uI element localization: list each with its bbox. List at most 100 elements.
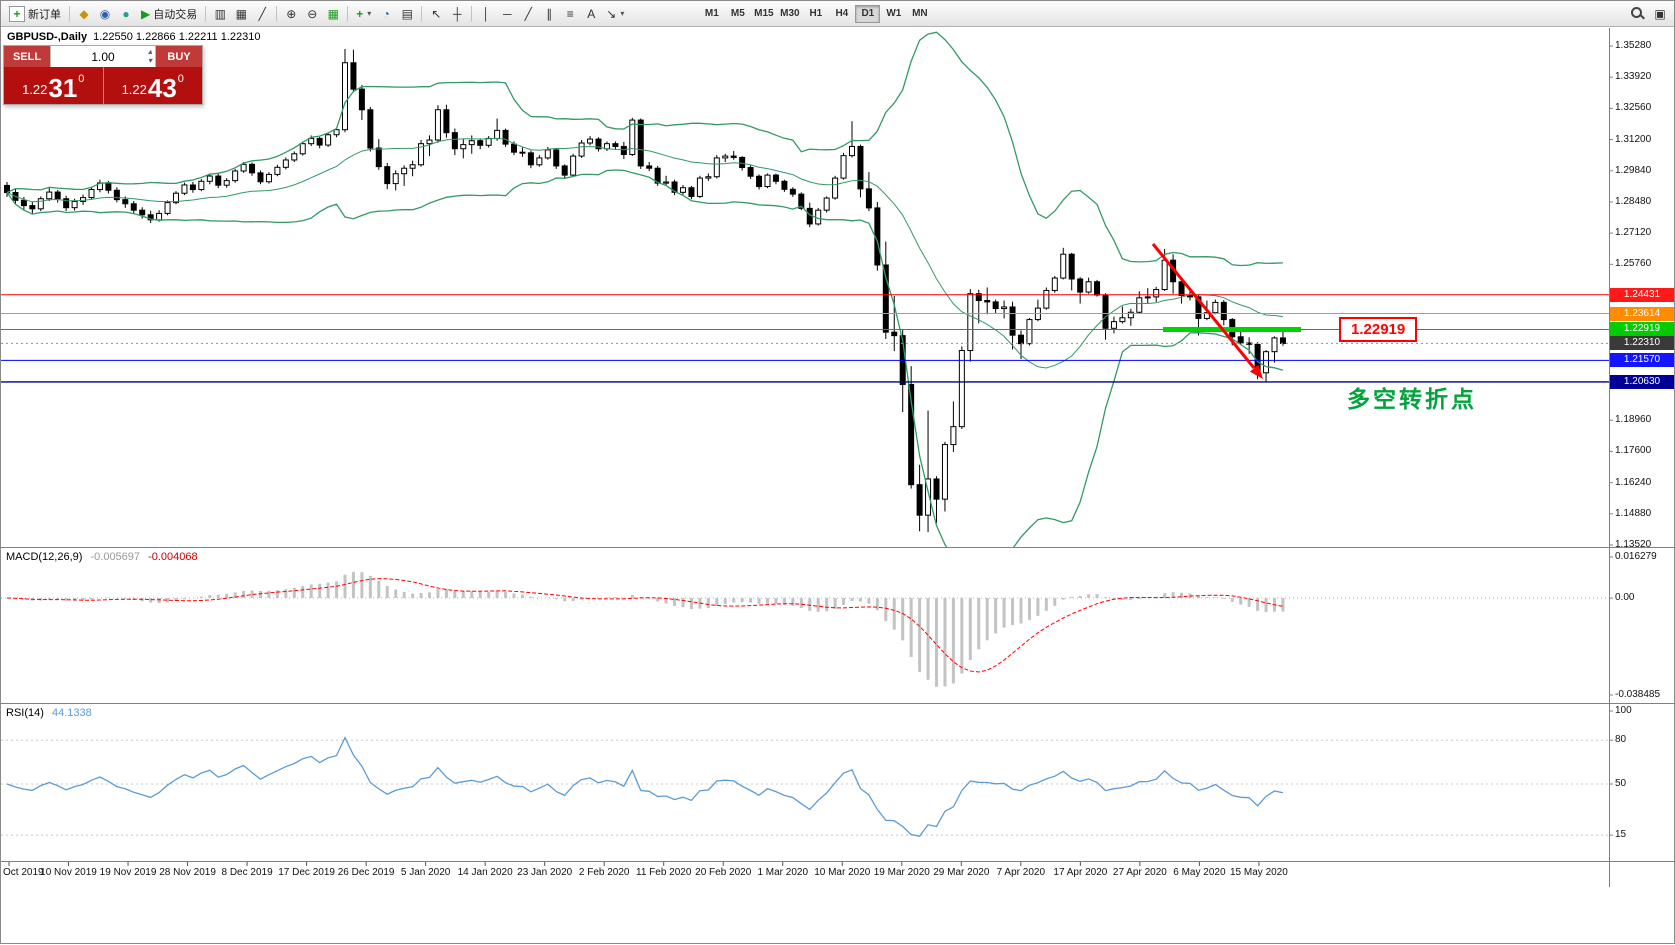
channel-tool-button[interactable]: ∥: [539, 4, 559, 24]
bull-candle: [460, 144, 467, 150]
bear-candle: [113, 189, 120, 201]
macd-name: MACD(12,26,9): [6, 551, 83, 563]
quick-search-button[interactable]: [1626, 4, 1649, 24]
bull-candle: [663, 181, 670, 184]
bull-candle: [88, 189, 95, 199]
bear-candle: [688, 187, 695, 197]
line-chart-button[interactable]: ╱: [252, 4, 272, 24]
bear-candle: [620, 145, 627, 155]
volume-spinner[interactable]: ▴ ▾: [148, 47, 152, 65]
timeframe-d1-button[interactable]: D1: [855, 4, 881, 23]
bear-candle: [798, 193, 805, 209]
bull-candle: [291, 153, 298, 161]
toolbar-separator: [471, 5, 473, 22]
text-tool-button[interactable]: A: [581, 4, 601, 24]
zoom-in-button[interactable]: ⊕: [281, 4, 301, 24]
navigator-button[interactable]: ●: [116, 4, 136, 24]
trend-note[interactable]: 多空转折点: [1347, 386, 1477, 412]
bear-candle: [189, 184, 196, 191]
buy-price[interactable]: 1.22 43 0: [104, 67, 203, 104]
bear-candle: [367, 109, 374, 149]
timeframe-mn-button[interactable]: MN: [907, 5, 932, 23]
bull-candle: [849, 145, 855, 157]
bear-candle: [908, 383, 915, 486]
timeframe-h1-button[interactable]: H1: [803, 5, 828, 23]
timeframe-m1-button[interactable]: M1: [699, 5, 724, 23]
horizontal-line-tool-button[interactable]: ─: [497, 4, 517, 24]
bull-candle: [299, 143, 306, 155]
tile-windows-button[interactable]: ▦: [323, 4, 343, 24]
bollinger-middle-band[interactable]: [6, 137, 1283, 369]
panel-toggle-button[interactable]: ▣: [1650, 4, 1670, 24]
bollinger-lower-band[interactable]: [6, 169, 1284, 562]
zoom-out-button[interactable]: ⊖: [302, 4, 322, 24]
bear-candle: [105, 182, 112, 191]
bull-candle: [536, 157, 543, 166]
bull-candle: [494, 129, 501, 139]
candlestick-chart-button[interactable]: ▦: [231, 4, 251, 24]
timeframe-m5-button[interactable]: M5: [725, 5, 750, 23]
trend-arrow-line[interactable]: [1151, 243, 1256, 369]
data-window-button[interactable]: ◉: [95, 4, 115, 24]
bear-candle: [857, 145, 864, 190]
bear-candle: [865, 188, 872, 209]
bear-candle: [882, 264, 889, 333]
bear-candle: [257, 172, 264, 183]
templates-button[interactable]: ▤: [397, 4, 417, 24]
buy-button[interactable]: BUY: [156, 46, 202, 67]
bull-candle: [37, 198, 44, 210]
sell-price-point: 0: [78, 73, 85, 85]
bull-candle: [325, 134, 332, 146]
bull-candle: [925, 478, 932, 516]
bull-candle: [409, 164, 416, 169]
autotrading-label: 自动交易: [153, 8, 198, 21]
trend-arrow-head[interactable]: [1249, 364, 1263, 379]
timeframe-m15-button[interactable]: M15: [751, 5, 776, 23]
arrows-tool-button[interactable]: ↘ ▾: [602, 4, 628, 24]
bear-candle: [1094, 281, 1101, 296]
autotrading-button[interactable]: ▶ 自动交易: [137, 4, 201, 24]
crosshair-tool-button[interactable]: ┼: [447, 4, 467, 24]
bear-candle: [1018, 334, 1024, 345]
sell-button[interactable]: SELL: [4, 46, 50, 67]
bear-candle: [384, 166, 391, 185]
bollinger-upper-band[interactable]: [6, 31, 1283, 267]
bull-candle: [1127, 311, 1134, 319]
spinner-up-icon[interactable]: ▴: [147, 47, 152, 56]
price-callout[interactable]: 1.22919: [1339, 317, 1418, 342]
bull-candle: [240, 163, 247, 172]
bull-candle: [46, 191, 53, 200]
bar-chart-button[interactable]: ▥: [210, 4, 230, 24]
timeframe-m30-button[interactable]: M30: [777, 5, 802, 23]
spinner-down-icon[interactable]: ▾: [147, 56, 152, 65]
periods-button[interactable]: ◔: [376, 4, 396, 24]
bull-candle: [764, 174, 771, 188]
vertical-line-tool-button[interactable]: │: [476, 4, 496, 24]
timeframe-h4-button[interactable]: H4: [829, 5, 854, 23]
volume-input[interactable]: 1.00 ▴ ▾: [50, 46, 156, 67]
indicators-button[interactable]: + ▾: [352, 4, 375, 24]
toolbar-separator: [421, 5, 423, 22]
bull-candle: [967, 293, 974, 352]
trendline-tool-button[interactable]: ╱: [518, 4, 538, 24]
macd-signal-line[interactable]: [6, 578, 1283, 673]
data-window-icon: ◉: [99, 6, 111, 21]
bear-candle: [933, 478, 940, 500]
timeframe-w1-button[interactable]: W1: [881, 5, 906, 23]
bear-candle: [1068, 253, 1075, 280]
rsi-line[interactable]: [6, 736, 1284, 838]
bull-candle: [198, 180, 205, 191]
new-order-button[interactable]: + 新订单: [5, 4, 65, 24]
tile-windows-icon: ▦: [327, 6, 339, 21]
market-watch-button[interactable]: ◆: [74, 4, 94, 24]
fibonacci-tool-button[interactable]: ≡: [560, 4, 580, 24]
bear-candle: [1195, 296, 1202, 319]
cursor-tool-button[interactable]: ↖: [426, 4, 446, 24]
volume-value[interactable]: 1.00: [91, 49, 115, 64]
rsi-value: 44.1338: [51, 707, 92, 719]
sell-price[interactable]: 1.22 31 0: [4, 67, 104, 104]
bull-candle: [156, 212, 163, 221]
bear-candle: [1237, 336, 1244, 344]
periods-clock-icon: ◔: [382, 6, 390, 21]
